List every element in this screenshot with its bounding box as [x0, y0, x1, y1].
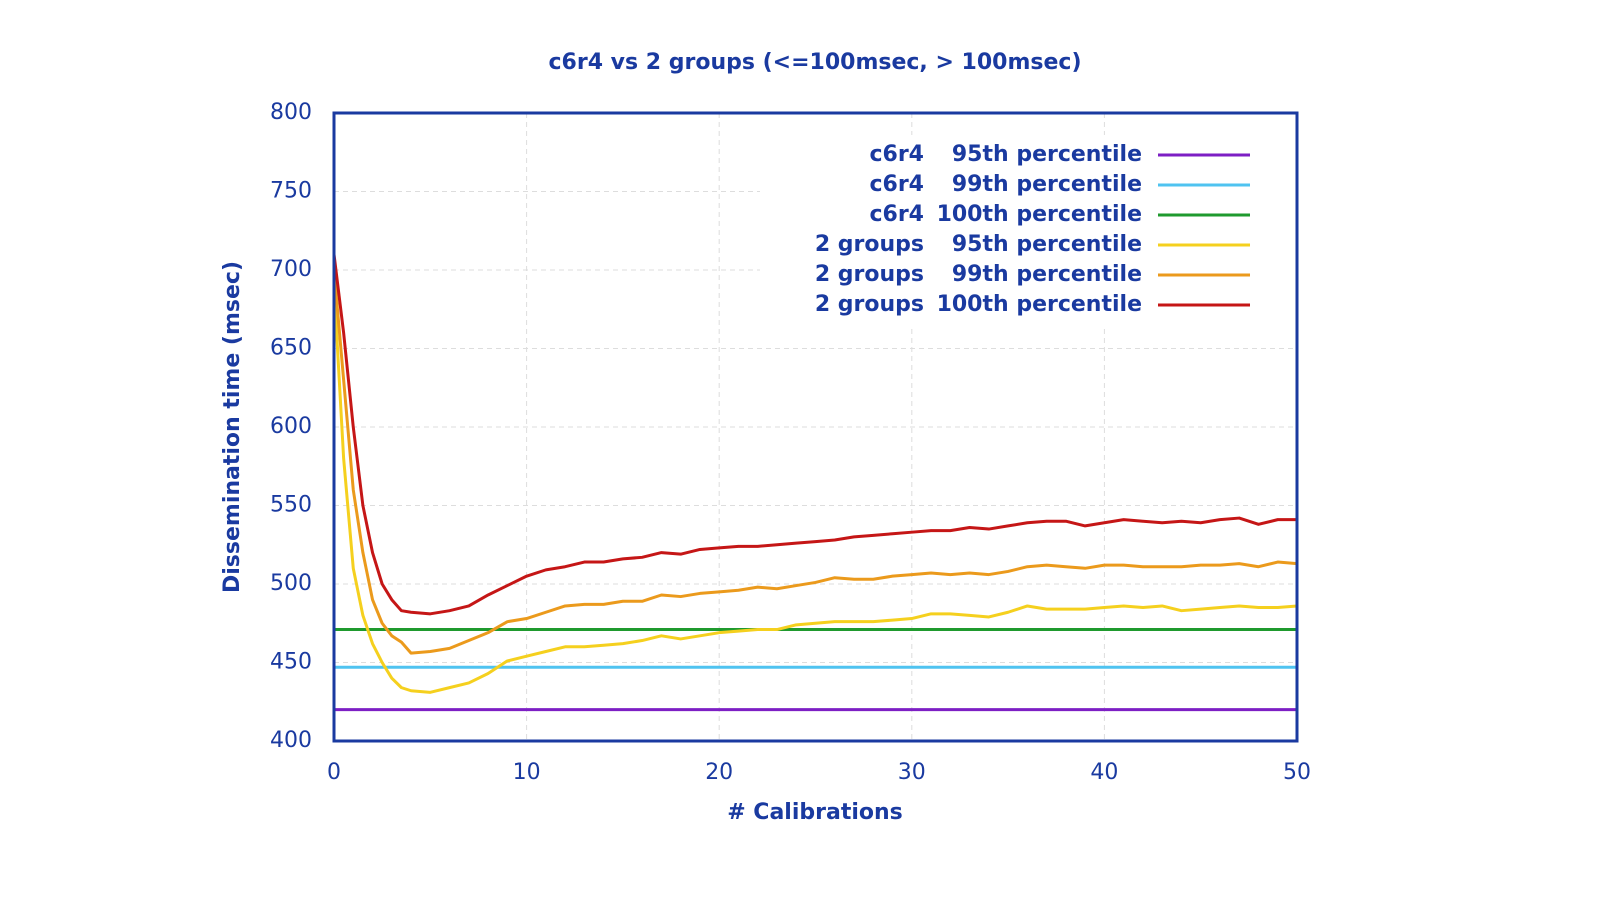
y-tick-label: 550	[270, 493, 312, 518]
legend-box	[760, 135, 1295, 325]
legend-label: 95th percentile	[952, 232, 1142, 257]
series-line	[332, 269, 1298, 655]
legend-group: c6r4	[869, 172, 924, 197]
x-tick-label: 50	[1283, 760, 1311, 785]
y-tick-label: 450	[270, 650, 312, 675]
chart-title: c6r4 vs 2 groups (<=100msec, > 100msec)	[549, 50, 1082, 75]
x-tick-label: 20	[705, 760, 733, 785]
legend-group: 2 groups	[815, 292, 924, 317]
legend-label: 95th percentile	[952, 142, 1142, 167]
y-tick-label: 400	[270, 728, 312, 753]
x-tick-label: 30	[898, 760, 926, 785]
series-line	[332, 254, 1297, 616]
y-tick-label: 600	[270, 414, 312, 439]
y-tick-label: 800	[270, 100, 312, 125]
legend-label: 99th percentile	[952, 172, 1142, 197]
x-axis-label: # Calibrations	[727, 800, 903, 825]
legend-label: 100th percentile	[937, 202, 1142, 227]
plot-frame	[332, 111, 1299, 743]
legend-group: 2 groups	[815, 232, 924, 257]
y-tick-label: 500	[270, 571, 312, 596]
legend-label: 99th percentile	[952, 262, 1142, 287]
y-tick-label: 700	[270, 257, 312, 282]
y-tick-label: 650	[270, 336, 312, 361]
y-tick-label: 750	[270, 179, 312, 204]
series-line	[332, 285, 1298, 694]
x-tick-label: 40	[1090, 760, 1118, 785]
legend-group: c6r4	[869, 142, 924, 167]
y-axis-label: Dissemination time (msec)	[220, 261, 245, 593]
legend-label: 100th percentile	[937, 292, 1142, 317]
legend-group: c6r4	[869, 202, 924, 227]
legend-group: 2 groups	[815, 262, 924, 287]
x-tick-label: 0	[327, 760, 341, 785]
x-tick-label: 10	[513, 760, 541, 785]
